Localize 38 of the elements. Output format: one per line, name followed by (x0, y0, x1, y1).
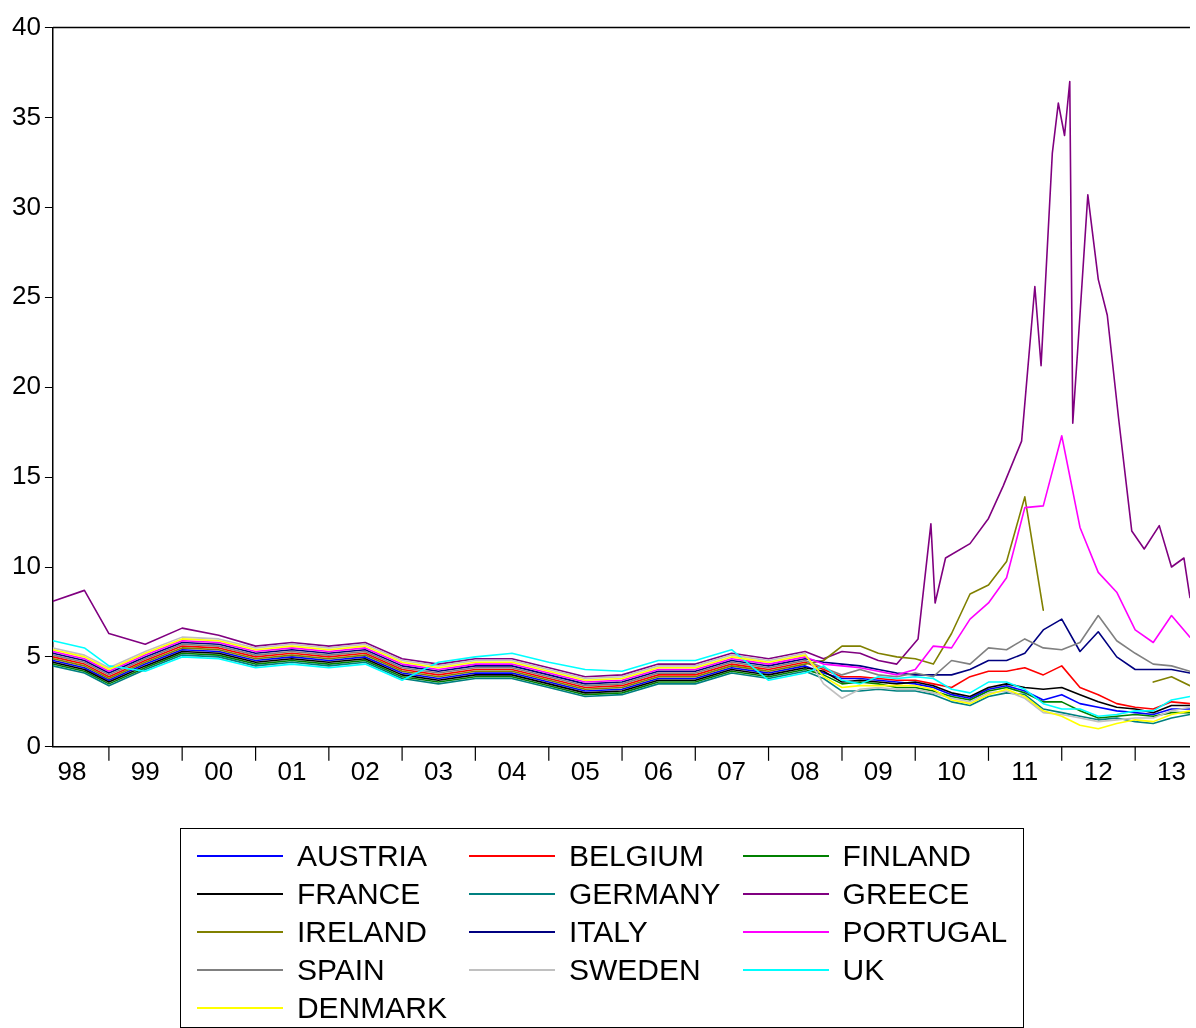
x-tick-label: 99 (130, 755, 160, 786)
legend-label: GREECE (842, 877, 970, 911)
x-tick-label: 10 (937, 755, 967, 786)
legend-label: DENMARK (296, 991, 447, 1025)
legend-label: FINLAND (842, 839, 971, 873)
x-tick-label: 00 (204, 755, 234, 786)
y-tick-label: 0 (26, 729, 41, 760)
y-tick-label: 35 (12, 100, 41, 131)
y-tick-label: 30 (12, 190, 41, 221)
x-tick-label: 02 (350, 755, 380, 786)
y-tick-label: 20 (12, 370, 41, 401)
y-tick-label: 10 (12, 550, 41, 581)
x-tick-label: 01 (277, 755, 307, 786)
legend-label: AUSTRIA (296, 839, 427, 873)
x-tick-label: 98 (57, 755, 87, 786)
x-tick-label: 04 (497, 755, 527, 786)
x-tick-label: 11 (1011, 755, 1039, 786)
x-tick-label: 03 (423, 755, 453, 786)
y-tick-label: 25 (12, 280, 41, 311)
legend-label: UK (842, 953, 885, 987)
x-tick-label: 08 (790, 755, 820, 786)
y-tick-label: 40 (12, 10, 41, 41)
x-tick-label: 09 (863, 755, 893, 786)
x-tick-label: 07 (717, 755, 747, 786)
x-tick-label: 12 (1083, 755, 1113, 786)
legend-label: SWEDEN (568, 953, 701, 987)
x-tick-label: 05 (570, 755, 600, 786)
legend-label: IRELAND (296, 915, 427, 949)
y-tick-label: 5 (26, 640, 41, 671)
legend-label: SPAIN (296, 953, 385, 987)
legend-label: ITALY (568, 915, 648, 949)
x-tick-label: 13 (1157, 755, 1186, 786)
legend-label: BELGIUM (568, 839, 704, 873)
y-tick-label: 15 (12, 460, 41, 491)
x-tick-label: 06 (643, 755, 673, 786)
legend-label: PORTUGAL (842, 915, 1008, 949)
legend-label: FRANCE (296, 877, 421, 911)
legend-label: GERMANY (568, 877, 721, 911)
